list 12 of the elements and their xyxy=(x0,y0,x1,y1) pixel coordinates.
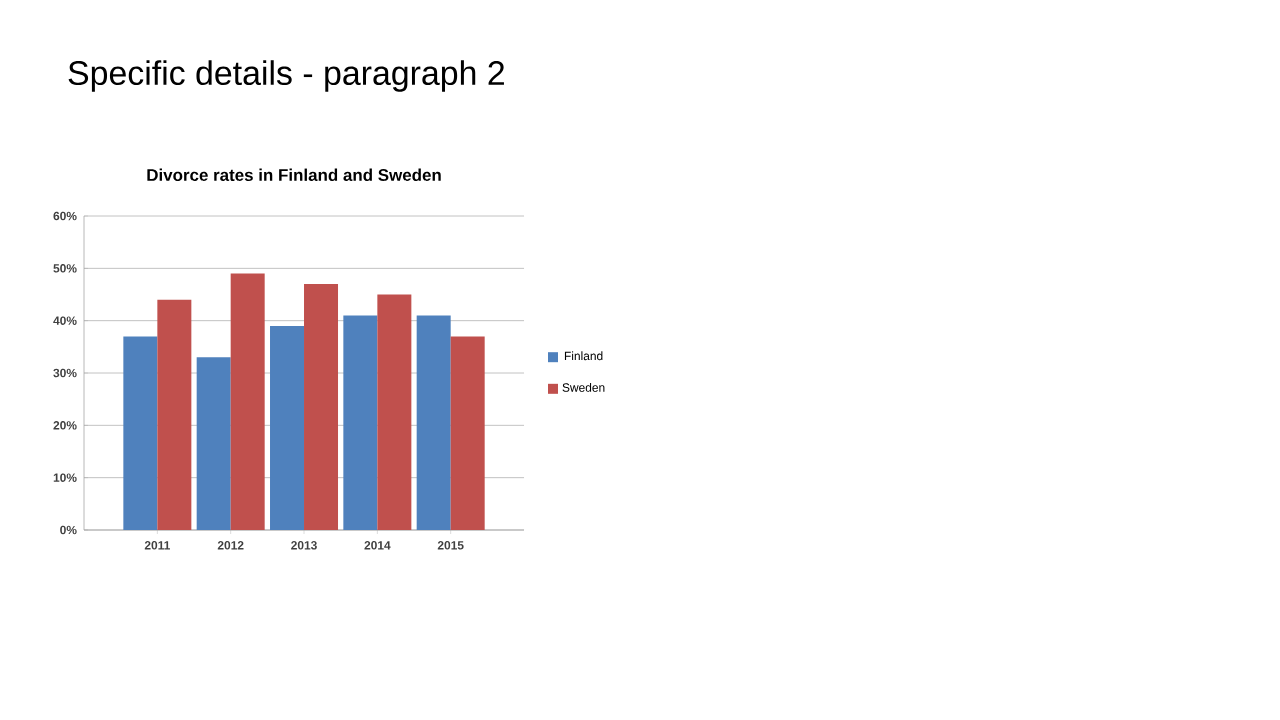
bar xyxy=(343,315,378,530)
bar xyxy=(416,315,451,530)
bar xyxy=(270,325,305,530)
bar xyxy=(377,294,412,530)
bar xyxy=(450,336,485,530)
bar xyxy=(157,299,192,530)
bar xyxy=(196,357,231,530)
chart-title: Divorce rates in Finland and Sweden xyxy=(147,168,441,182)
bar xyxy=(123,336,158,530)
text: Specific details - paragraph 2 xyxy=(68,60,504,92)
bar xyxy=(230,273,265,530)
bar xyxy=(304,284,339,530)
